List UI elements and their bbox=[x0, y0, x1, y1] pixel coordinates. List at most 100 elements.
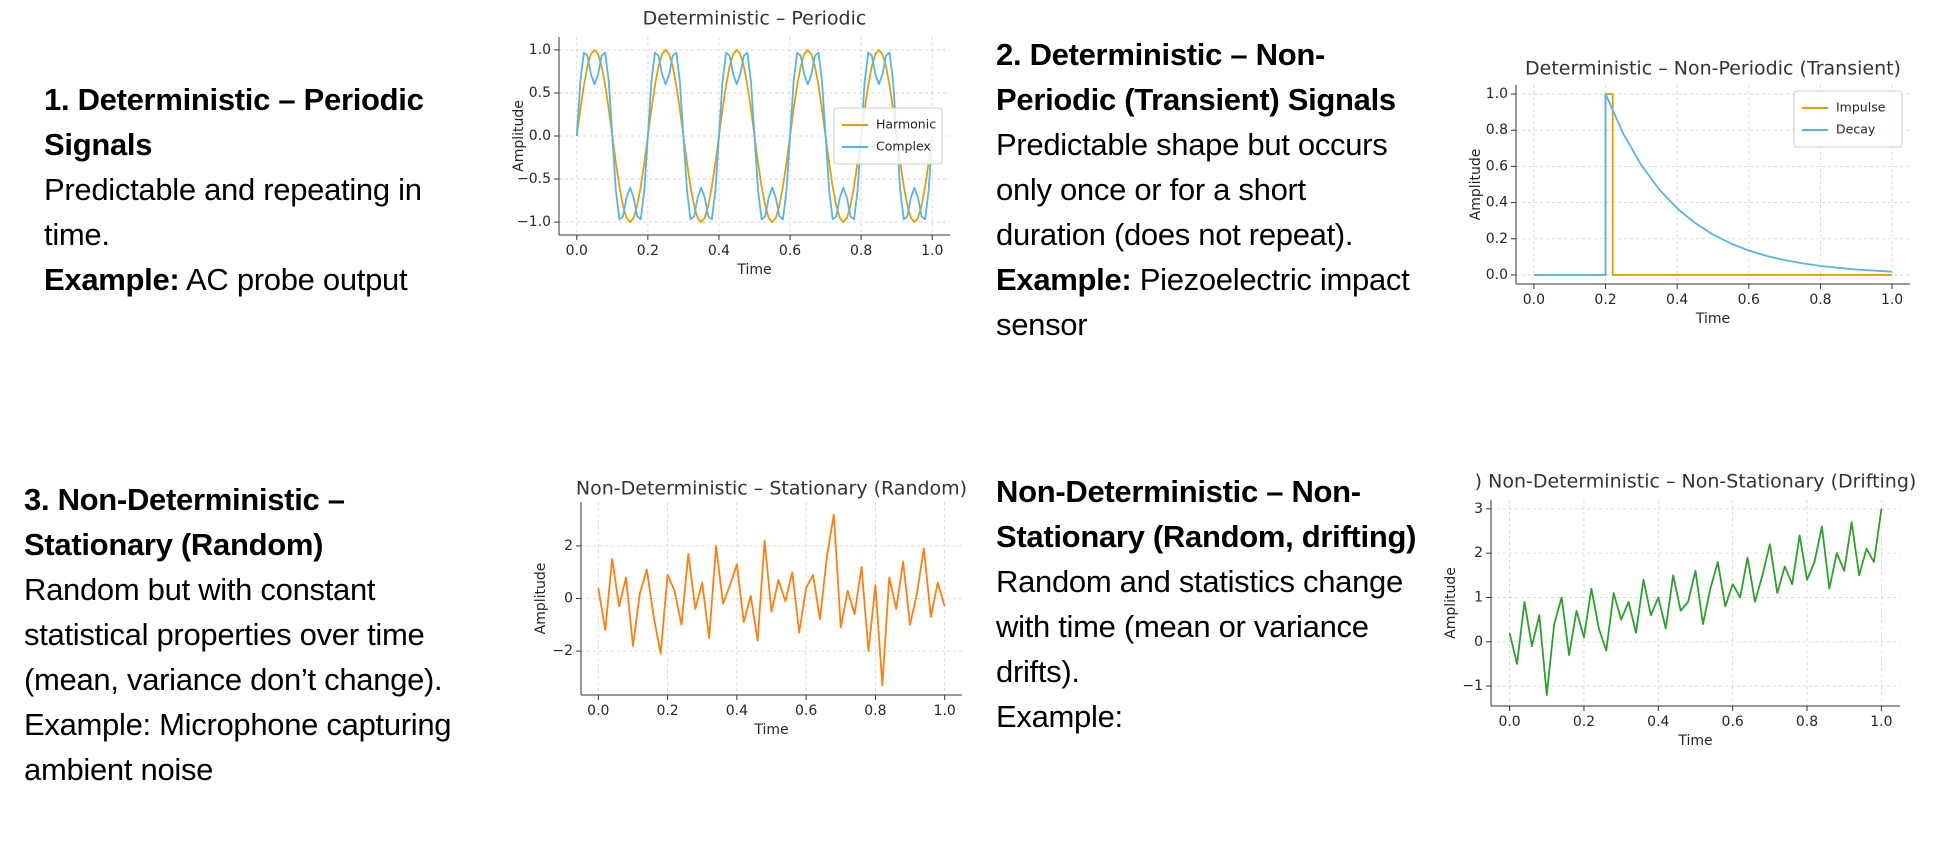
legend-label: Harmonic bbox=[876, 117, 936, 132]
chart-title: Deterministic – Non-Periodic (Transient) bbox=[1525, 58, 1901, 80]
body-line: Random but with constant bbox=[24, 572, 376, 608]
x-tick-label: 1.0 bbox=[934, 703, 956, 719]
body-line: Random and statistics change bbox=[996, 564, 1403, 600]
text: Example: Microphone capturing bbox=[24, 707, 452, 742]
y-tick-label: 3 bbox=[1474, 501, 1483, 517]
bold-text: Non-Deterministic – Non- bbox=[996, 474, 1361, 509]
bold-text: Stationary (Random, drifting) bbox=[996, 519, 1417, 554]
x-axis-label: Time bbox=[1677, 733, 1712, 749]
text: statistical properties over time bbox=[24, 617, 425, 652]
x-axis-label: Time bbox=[1695, 311, 1730, 327]
y-axis-label: Amplitude bbox=[1443, 567, 1459, 639]
example-line: sensor bbox=[996, 307, 1088, 343]
x-tick-label: 1.0 bbox=[1881, 292, 1903, 308]
body-line: Predictable shape but occurs bbox=[996, 127, 1388, 163]
y-tick-label: 0.8 bbox=[1486, 122, 1508, 138]
body-line: ambient noise bbox=[24, 752, 213, 788]
heading-line: 3. Non-Deterministic – bbox=[24, 482, 345, 518]
x-axis-label: Time bbox=[753, 722, 788, 738]
x-tick-label: 0.4 bbox=[1647, 714, 1669, 730]
body-line: Example: bbox=[996, 699, 1123, 735]
y-tick-label: 0 bbox=[564, 591, 573, 607]
heading-line: Stationary (Random, drifting) bbox=[996, 519, 1416, 555]
bold-text: 3. Non-Deterministic – bbox=[24, 482, 345, 517]
example-line: Example: Piezoelectric impact bbox=[996, 262, 1410, 298]
y-tick-label: 0.4 bbox=[1486, 195, 1508, 211]
x-tick-label: 0.0 bbox=[587, 703, 609, 719]
body-line: statistical properties over time bbox=[24, 617, 425, 653]
text: with time (mean or variance bbox=[996, 609, 1369, 644]
x-tick-label: 0.8 bbox=[850, 243, 872, 259]
body-line: Example: Microphone capturing bbox=[24, 707, 452, 743]
y-tick-label: 1 bbox=[1474, 589, 1483, 605]
x-tick-label: 0.6 bbox=[1722, 714, 1744, 730]
bold-text: Example: bbox=[44, 262, 180, 297]
text: (mean, variance don’t change). bbox=[24, 662, 443, 697]
body-line: Predictable and repeating in bbox=[44, 172, 422, 208]
heading-line: Periodic (Transient) Signals bbox=[996, 82, 1396, 118]
x-tick-label: 0.0 bbox=[1523, 292, 1545, 308]
text: only once or for a short bbox=[996, 172, 1306, 207]
legend-box bbox=[833, 107, 943, 165]
y-tick-label: 2 bbox=[1474, 545, 1483, 561]
body-line: with time (mean or variance bbox=[996, 609, 1369, 645]
x-tick-label: 0.6 bbox=[779, 243, 801, 259]
y-tick-label: −1 bbox=[1462, 678, 1483, 694]
bold-text: Signals bbox=[44, 127, 153, 162]
x-tick-label: 0.2 bbox=[1573, 714, 1595, 730]
x-tick-label: 1.0 bbox=[921, 243, 943, 259]
x-tick-label: 0.6 bbox=[795, 703, 817, 719]
body-line: (mean, variance don’t change). bbox=[24, 662, 443, 698]
x-tick-label: 0.0 bbox=[566, 243, 588, 259]
bold-text: Periodic (Transient) Signals bbox=[996, 82, 1396, 117]
x-tick-label: 0.4 bbox=[708, 243, 730, 259]
example-line: Example: AC probe output bbox=[44, 262, 408, 298]
chart-title: Deterministic – Periodic bbox=[643, 8, 867, 30]
y-tick-label: 0.5 bbox=[529, 85, 551, 101]
body-line: drifts). bbox=[996, 654, 1080, 690]
heading-line: 1. Deterministic – Periodic bbox=[44, 82, 424, 118]
y-tick-label: 0.0 bbox=[529, 128, 551, 144]
text: time. bbox=[44, 217, 110, 252]
text: Piezoelectric impact bbox=[1139, 262, 1410, 297]
y-tick-label: −0.5 bbox=[517, 171, 551, 187]
y-tick-label: 0.2 bbox=[1486, 231, 1508, 247]
x-tick-label: 0.8 bbox=[1809, 292, 1831, 308]
text: AC probe output bbox=[186, 262, 408, 297]
body-line: duration (does not repeat). bbox=[996, 217, 1354, 253]
series-line bbox=[575, 51, 934, 221]
text: drifts). bbox=[996, 654, 1080, 689]
y-tick-label: 0 bbox=[1474, 634, 1483, 650]
x-tick-label: 0.0 bbox=[1498, 714, 1520, 730]
heading-line: 2. Deterministic – Non- bbox=[996, 37, 1325, 73]
x-tick-label: 0.6 bbox=[1738, 292, 1760, 308]
y-axis-label: Amplitude bbox=[533, 563, 549, 635]
text: ambient noise bbox=[24, 752, 214, 787]
heading-line: Non-Deterministic – Non- bbox=[996, 474, 1361, 510]
series-line bbox=[597, 513, 946, 687]
legend-label: Impulse bbox=[1836, 100, 1886, 115]
y-tick-label: 1.0 bbox=[1486, 86, 1508, 102]
series-line bbox=[1533, 93, 1893, 276]
x-tick-label: 0.2 bbox=[1594, 292, 1616, 308]
y-tick-label: 0.6 bbox=[1486, 158, 1508, 174]
bold-text: 1. Deterministic – Periodic bbox=[44, 82, 424, 117]
y-axis-label: Amplitude bbox=[1468, 149, 1484, 221]
x-tick-label: 0.2 bbox=[656, 703, 678, 719]
x-tick-label: 0.4 bbox=[1666, 292, 1688, 308]
y-tick-label: 2 bbox=[564, 538, 573, 554]
text: Example: bbox=[996, 699, 1123, 734]
heading-line: Stationary (Random) bbox=[24, 527, 323, 563]
y-tick-label: −2 bbox=[552, 643, 573, 659]
heading-line: Signals bbox=[44, 127, 152, 163]
series-line bbox=[1508, 508, 1883, 696]
y-axis-label: Amplitude bbox=[511, 100, 527, 172]
legend-label: Decay bbox=[1836, 122, 1876, 137]
x-tick-label: 0.8 bbox=[864, 703, 886, 719]
legend-box bbox=[1793, 90, 1903, 148]
x-tick-label: 0.2 bbox=[637, 243, 659, 259]
body-line: time. bbox=[44, 217, 110, 253]
legend-label: Complex bbox=[876, 139, 931, 154]
